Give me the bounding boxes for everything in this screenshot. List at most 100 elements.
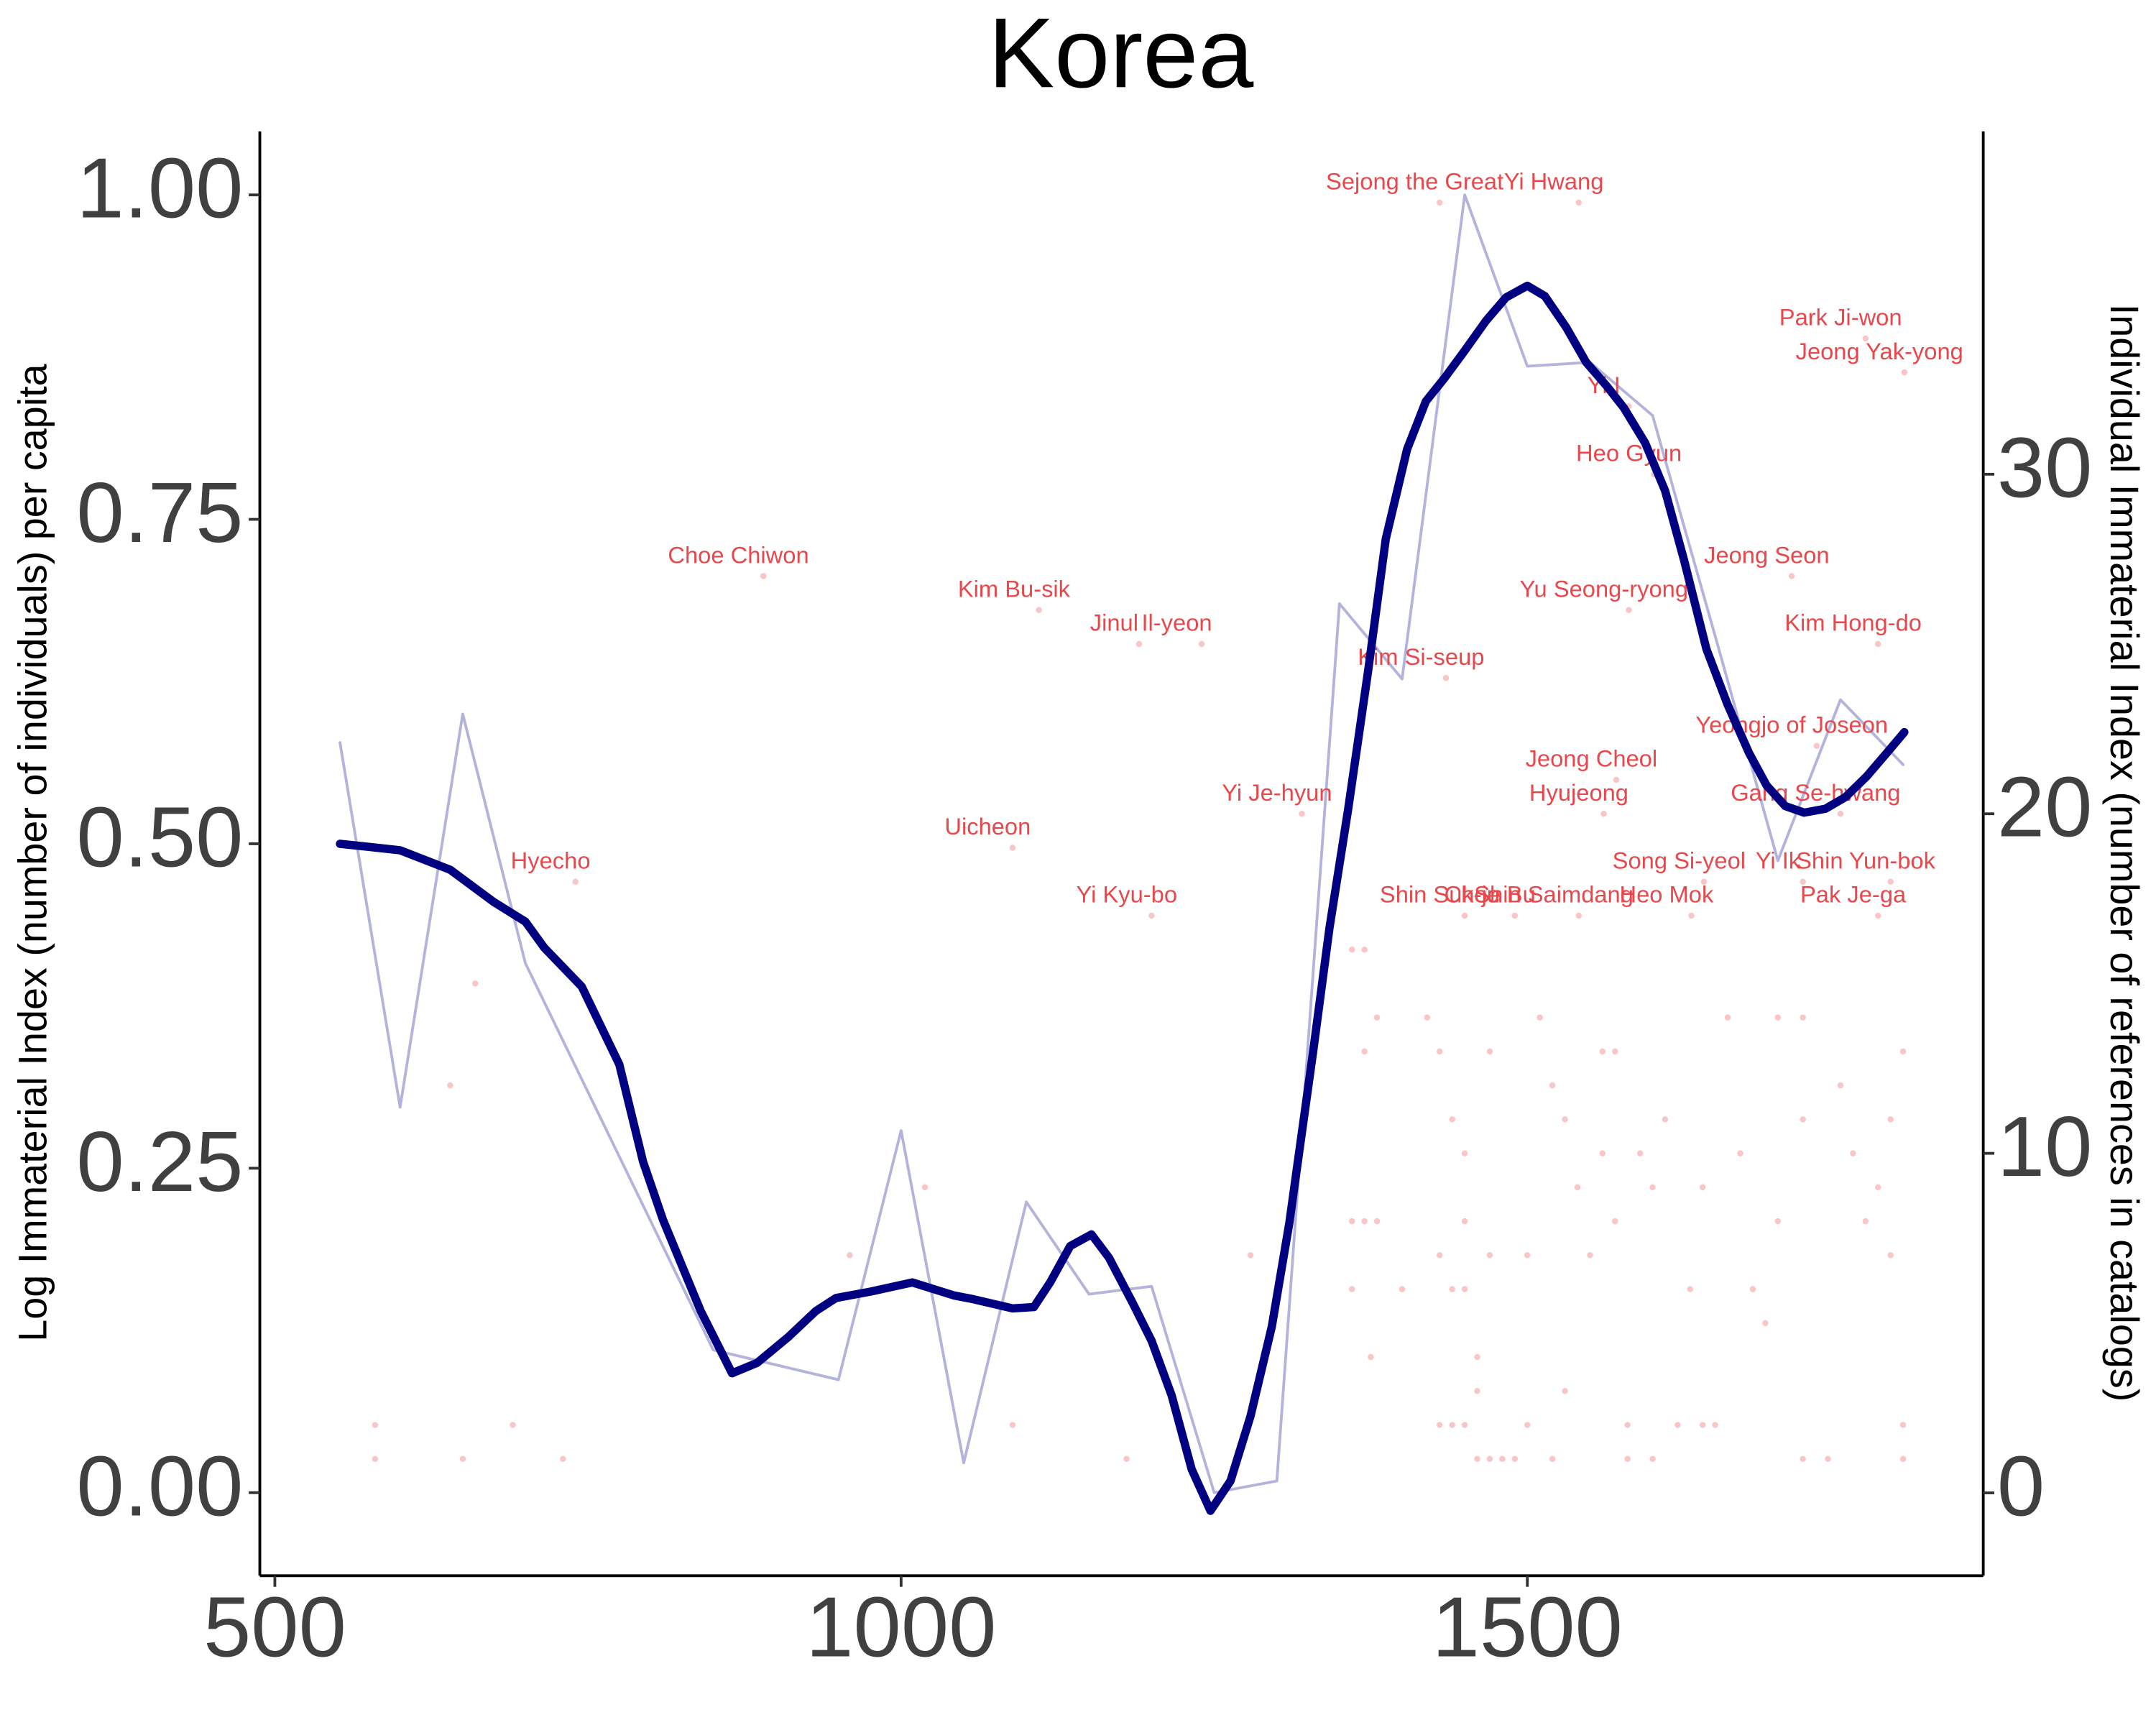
point-label: Jeong Cheol: [1526, 745, 1658, 772]
point: [1899, 1455, 1907, 1463]
y-axis-title: Log Immaterial Index (number of individu…: [11, 364, 55, 1341]
point: [1474, 1353, 1480, 1361]
point: [1737, 1150, 1743, 1156]
point: [1461, 1286, 1468, 1292]
y-tick-label: 1.00: [76, 141, 243, 236]
point: [1636, 1150, 1644, 1156]
point: [1399, 1286, 1406, 1292]
point: [1825, 1455, 1831, 1463]
point: [1612, 1048, 1618, 1055]
point: [1437, 1048, 1443, 1055]
point-label: Park Ji-won: [1779, 304, 1902, 331]
point: [1449, 1286, 1455, 1292]
point: [1700, 1422, 1706, 1428]
point: [1813, 742, 1820, 749]
y-tick-label: 0.00: [76, 1438, 243, 1534]
y2-tick-label: 30: [1997, 420, 2093, 515]
point: [1247, 1252, 1254, 1259]
point: [1574, 1184, 1581, 1191]
point: [1009, 845, 1016, 851]
point-label: Heo Gyun: [1576, 440, 1682, 466]
point-label: Yu Seong-ryong: [1520, 576, 1688, 602]
point: [1749, 1286, 1756, 1292]
point-label: Heo Mok: [1620, 881, 1714, 908]
point: [1009, 1422, 1016, 1428]
line: [338, 193, 1905, 1494]
point: [1800, 1455, 1806, 1463]
point: [1549, 1082, 1556, 1089]
point: [1123, 1455, 1130, 1463]
point-label: Shin Saimdang: [1474, 881, 1634, 908]
point-label: Kim Bu-sik: [958, 576, 1071, 602]
point: [1511, 912, 1519, 919]
point: [1361, 1048, 1368, 1055]
point: [510, 1422, 516, 1428]
point: [1887, 1252, 1894, 1259]
point: [1887, 1116, 1894, 1123]
point: [1837, 1082, 1844, 1089]
point: [1449, 1116, 1455, 1123]
point: [560, 1455, 566, 1463]
point: [1626, 607, 1632, 614]
point-label: Song Si-yeol: [1613, 847, 1746, 873]
y-tick-label: 0.75: [76, 465, 243, 561]
point: [372, 1422, 379, 1428]
point: [1874, 1184, 1881, 1191]
point: [1524, 1252, 1531, 1259]
point: [1788, 573, 1795, 579]
point: [1862, 335, 1869, 342]
point: [472, 980, 479, 987]
point: [1437, 199, 1443, 206]
point-label: Sejong the Great: [1326, 168, 1503, 195]
point-label: Hyecho: [511, 847, 591, 873]
point: [1349, 946, 1355, 953]
point: [1474, 1455, 1480, 1463]
point: [1461, 1218, 1468, 1225]
point: [1511, 1455, 1519, 1463]
point: [1198, 640, 1205, 648]
point: [1437, 1252, 1443, 1259]
point: [1562, 1116, 1568, 1123]
point: [1036, 607, 1042, 614]
point: [760, 573, 767, 579]
y2-tick-label: 0: [1997, 1439, 2045, 1535]
point-label: Yi Hwang: [1504, 168, 1604, 195]
point: [1449, 1422, 1455, 1428]
point: [1461, 1422, 1468, 1428]
point: [1688, 912, 1695, 919]
point: [1600, 810, 1607, 817]
point: [921, 1184, 929, 1191]
point: [1461, 912, 1468, 919]
point-label: Shin Suk-ju: [1380, 881, 1500, 908]
point: [1687, 1286, 1694, 1292]
point: [1874, 640, 1881, 648]
point: [1800, 878, 1806, 885]
y-tick-label: 0.50: [76, 789, 243, 885]
point: [1373, 1218, 1381, 1225]
point: [1537, 1014, 1543, 1021]
point: [1368, 1353, 1374, 1361]
y-tick-label: 0.25: [76, 1114, 243, 1210]
point: [1850, 1150, 1856, 1156]
point-label: Kim Si-seup: [1358, 643, 1484, 670]
point-label: Choe Chiwon: [668, 541, 808, 568]
point: [1549, 1455, 1556, 1463]
point: [1649, 1184, 1656, 1191]
point: [1901, 369, 1908, 376]
chart-title: Korea: [988, 0, 1253, 109]
x-tick-label: 1500: [1432, 1580, 1623, 1675]
point: [1649, 1455, 1656, 1463]
point: [847, 1252, 853, 1259]
y2-axis-title: Individual Immaterial Index (number of r…: [2102, 304, 2147, 1402]
point: [1486, 1048, 1493, 1055]
point: [1874, 912, 1881, 919]
point: [372, 1455, 379, 1463]
point: [1599, 1150, 1606, 1156]
point-label: Yi Kyu-bo: [1077, 881, 1178, 908]
point: [1474, 1388, 1480, 1394]
point-label: Jinul: [1090, 610, 1138, 636]
point: [1349, 1218, 1355, 1225]
point: [1361, 946, 1368, 953]
